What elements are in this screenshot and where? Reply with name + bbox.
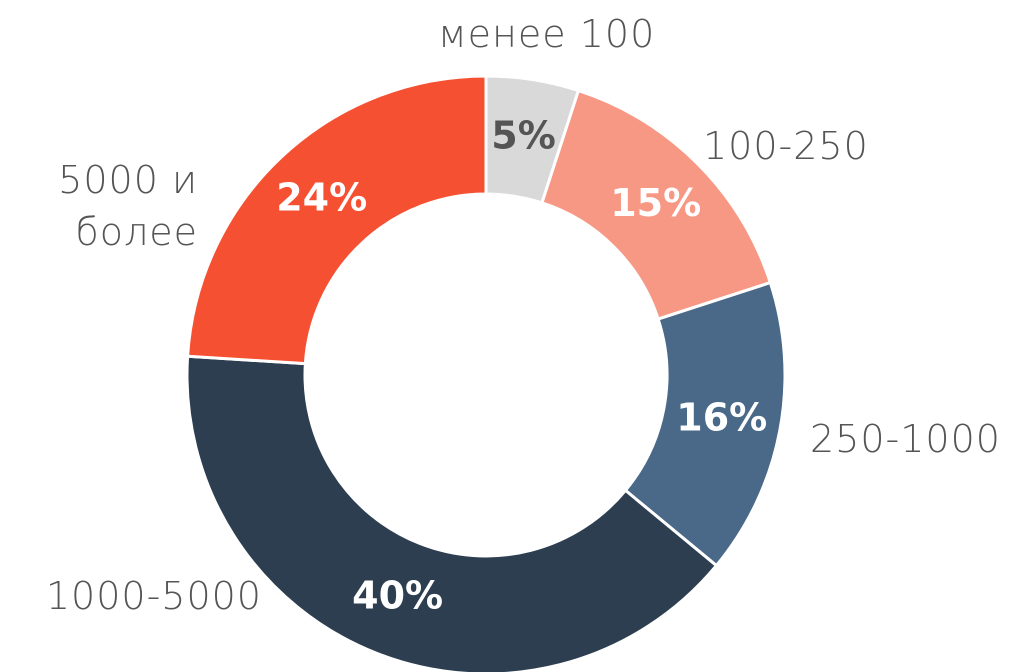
value-label: 5% — [491, 113, 556, 157]
category-label: 1000-5000 — [45, 574, 262, 618]
donut-slice — [185, 74, 488, 366]
category-label: менее 100 — [438, 12, 656, 56]
category-label: 100-250 — [703, 124, 869, 168]
category-label: 250-1000 — [810, 417, 1001, 461]
value-label: 40% — [352, 574, 443, 618]
value-label: 24% — [276, 176, 367, 220]
donut-slice — [185, 354, 719, 672]
value-label: 15% — [610, 181, 701, 225]
value-label: 16% — [676, 395, 767, 439]
category-label: 5000 и более — [58, 158, 198, 254]
